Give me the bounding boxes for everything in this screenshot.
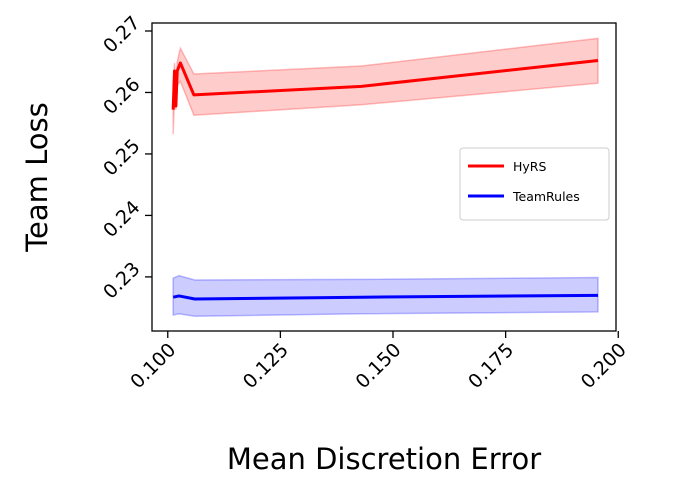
y-axis-title: Team Loss [20, 102, 54, 252]
x-tick-label: 0.150 [352, 339, 406, 393]
x-tick-label: 0.175 [464, 339, 518, 393]
legend-label-0: HyRS [513, 159, 546, 174]
y-tick-label: 0.24 [99, 196, 144, 241]
x-axis-title: Mean Discretion Error [227, 442, 541, 476]
x-axis-ticks: 0.100 0.125 0.150 0.175 0.200 [126, 331, 631, 393]
series-line-0 [171, 59, 599, 110]
y-tick-label: 0.26 [99, 73, 144, 118]
y-axis-ticks: 0.23 0.24 0.25 0.26 0.27 [99, 12, 152, 303]
y-tick-label: 0.23 [99, 258, 144, 303]
y-tick-label: 0.25 [99, 135, 144, 180]
x-tick-label: 0.100 [126, 339, 180, 393]
legend: HyRS TeamRules [459, 147, 610, 221]
y-tick-label: 0.27 [99, 12, 144, 57]
plot-area-frame [151, 22, 617, 332]
series-lines [171, 59, 599, 301]
legend-label-1: TeamRules [512, 189, 580, 204]
x-tick-label: 0.125 [239, 339, 293, 393]
x-tick-label: 0.200 [577, 339, 631, 393]
series-line-1 [172, 293, 598, 301]
confidence-band-0 [172, 37, 599, 135]
